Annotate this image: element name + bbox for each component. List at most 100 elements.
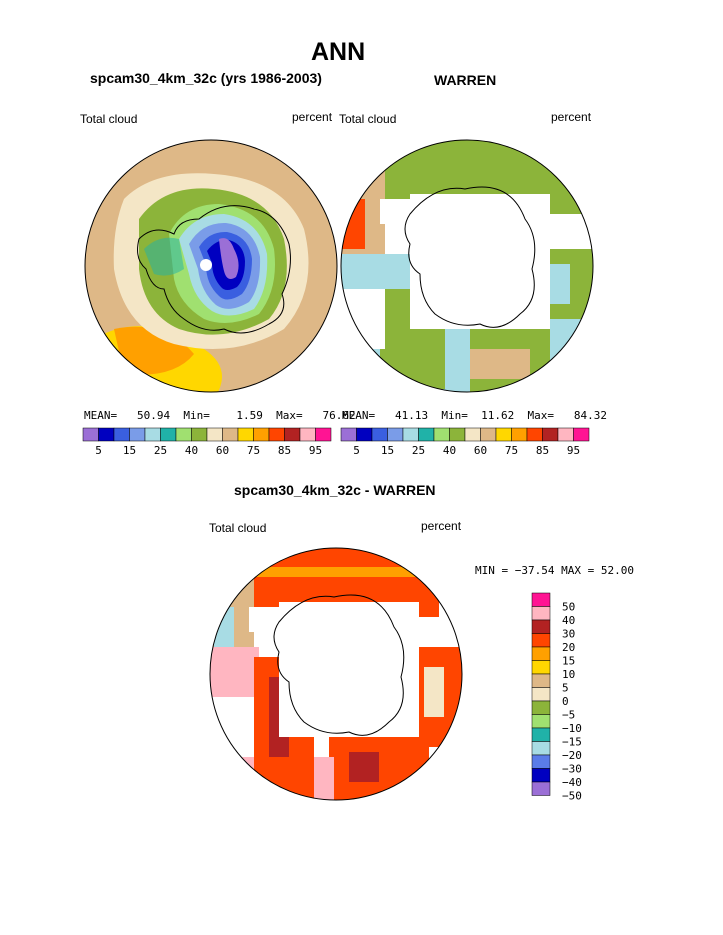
left-min-value: 1.59 — [236, 409, 263, 422]
left-colorbar-swatch — [206, 427, 223, 442]
left-units-label: percent — [292, 110, 333, 124]
left-panel-header: spcam30_4km_32c (yrs 1986-2003) — [90, 70, 322, 86]
right-colorbar-swatch — [573, 427, 590, 442]
right-colorbar-tick-label: 85 — [536, 444, 549, 457]
diff-colorbar-swatch — [531, 673, 551, 688]
right-colorbar-swatch — [340, 427, 357, 442]
right-colorbar-swatch — [418, 427, 435, 442]
right-min-value: 11.62 — [481, 409, 515, 422]
left-colorbar-tick-label: 75 — [247, 444, 260, 457]
diff-colorbar-swatch — [531, 646, 551, 661]
diff-colorbar-swatch — [531, 700, 551, 715]
diff-colorbar-tick-label: 20 — [562, 641, 575, 654]
diff-colorbar-tick-label: 15 — [562, 655, 575, 668]
diff-colorbar-swatch — [531, 660, 551, 675]
right-colorbar-tick-label: 40 — [443, 444, 456, 457]
diff-polar-map — [209, 547, 463, 801]
diff-colorbar-swatch — [531, 714, 551, 729]
right-colorbar-swatch — [557, 427, 574, 442]
diff-colorbar-tick-label: −5 — [562, 709, 575, 722]
diff-colorbar-tick-label: 5 — [562, 682, 569, 695]
left-colorbar-tick-label: 25 — [154, 444, 167, 457]
left-max-value: 76.62 — [322, 409, 356, 422]
diff-colorbar-tick-label: 10 — [562, 668, 575, 681]
diff-colorbar-tick-label: −30 — [562, 763, 582, 776]
page-title: ANN — [311, 38, 366, 66]
diff-variable-label: Total cloud — [209, 521, 267, 535]
right-colorbar-swatch — [480, 427, 497, 442]
left-colorbar-swatch — [82, 427, 99, 442]
right-colorbar-swatch — [449, 427, 466, 442]
left-colorbar-swatch — [98, 427, 115, 442]
left-colorbar-swatch — [299, 427, 316, 442]
diff-colorbar-swatch — [531, 768, 551, 783]
diff-colorbar-tick-label: 50 — [562, 601, 575, 614]
diff-colorbar-swatch — [531, 687, 551, 702]
left-colorbar-swatch — [160, 427, 177, 442]
diff-colorbar-swatch — [531, 781, 551, 796]
diff-colorbar-swatch — [531, 754, 551, 769]
left-mean-label: MEAN= — [84, 409, 118, 422]
diff-colorbar-tick-label: −40 — [562, 776, 582, 789]
diff-colorbar-swatch — [531, 727, 551, 742]
right-max-value: 84.32 — [573, 409, 607, 422]
right-colorbar-tick-label: 25 — [412, 444, 425, 457]
right-panel-header: WARREN — [434, 72, 497, 88]
diff-colorbar-tick-label: 0 — [562, 695, 569, 708]
diff-colorbar-tick-label: 40 — [562, 614, 575, 627]
left-colorbar-tick-label: 40 — [185, 444, 198, 457]
diff-colorbar-tick-label: 30 — [562, 628, 575, 641]
left-colorbar-swatch — [253, 427, 270, 442]
right-colorbar-swatch — [526, 427, 543, 442]
right-variable-label: Total cloud — [339, 112, 397, 126]
right-colorbar-swatch — [387, 427, 404, 442]
diff-panel-header: spcam30_4km_32c - WARREN — [234, 482, 436, 498]
right-min-label: Min= — [441, 409, 468, 422]
right-colorbar-swatch — [511, 427, 528, 442]
right-colorbar: 5 15 25 40 60 75 85 95 — [340, 427, 590, 457]
diff-colorbar-tick-label: −10 — [562, 722, 582, 735]
left-colorbar-tick-label: 15 — [123, 444, 136, 457]
right-colorbar-tick-label: 5 — [353, 444, 360, 457]
left-stats: MEAN= 50.94 Min= 1.59 Max= 76.62 — [84, 409, 356, 422]
left-colorbar-swatch — [175, 427, 192, 442]
left-max-label: Max= — [276, 409, 303, 422]
left-colorbar-swatch — [268, 427, 285, 442]
right-colorbar-swatch — [495, 427, 512, 442]
diff-colorbar-swatch — [531, 741, 551, 756]
left-colorbar-swatch — [144, 427, 161, 442]
left-polar-map — [84, 139, 338, 393]
left-colorbar-swatch — [284, 427, 301, 442]
right-max-label: Max= — [527, 409, 555, 422]
left-colorbar-swatch — [222, 427, 239, 442]
left-colorbar-swatch — [113, 427, 130, 442]
right-mean-label: MEAN= — [342, 409, 376, 422]
left-colorbar-tick-label: 60 — [216, 444, 229, 457]
right-colorbar-tick-label: 15 — [381, 444, 394, 457]
left-colorbar-swatch — [237, 427, 254, 442]
right-colorbar-tick-label: 95 — [567, 444, 580, 457]
right-colorbar-swatch — [356, 427, 373, 442]
right-colorbar-tick-label: 60 — [474, 444, 487, 457]
left-colorbar-tick-label: 95 — [309, 444, 322, 457]
diff-colorbar-swatch — [531, 606, 551, 621]
left-variable-label: Total cloud — [80, 112, 138, 126]
right-colorbar-swatch — [464, 427, 481, 442]
left-min-label: Min= — [183, 409, 210, 422]
diff-colorbar-swatch — [531, 633, 551, 648]
right-mean-value: 41.13 — [395, 409, 429, 422]
diff-colorbar-swatch — [531, 592, 551, 607]
diff-colorbar-tick-label: −15 — [562, 736, 582, 749]
diff-colorbar-swatch — [531, 619, 551, 634]
right-polar-map — [340, 139, 594, 393]
left-colorbar-tick-label: 85 — [278, 444, 291, 457]
right-colorbar-tick-label: 75 — [505, 444, 518, 457]
right-colorbar-swatch — [402, 427, 419, 442]
left-mean-value: 50.94 — [137, 409, 171, 422]
diff-minmax: MIN = −37.54 MAX = 52.00 — [475, 564, 634, 577]
left-colorbar-swatch — [191, 427, 208, 442]
right-colorbar-swatch — [542, 427, 559, 442]
right-units-label: percent — [551, 110, 592, 124]
right-stats: MEAN= 41.13 Min= 11.62 Max= 84.32 — [342, 409, 607, 422]
